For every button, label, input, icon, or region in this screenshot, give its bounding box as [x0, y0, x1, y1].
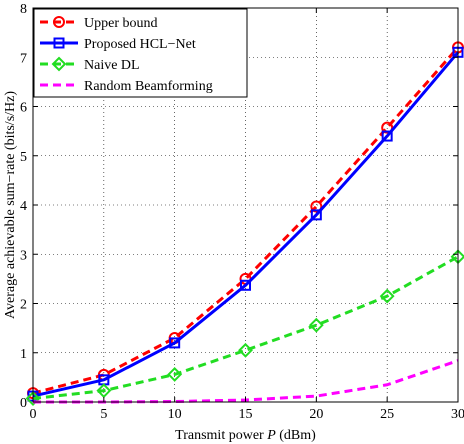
legend-label: Proposed HCL−Net: [84, 37, 196, 52]
x-tick-label: 10: [168, 407, 182, 422]
legend-marker: [53, 37, 65, 49]
legend-label: Random Beamforming: [84, 79, 213, 94]
legend: Upper bound Proposed HCL−Net Naive DL Rando…: [33, 8, 248, 98]
legend-label: Upper bound: [84, 16, 158, 31]
series-line: [32, 255, 459, 401]
data-point: [310, 200, 323, 213]
y-axis-label: Average achievable sum−rate (bits/s/Hz): [3, 91, 18, 319]
y-tick-label: 7: [20, 51, 27, 66]
legend-item-2: Naive DL: [40, 56, 140, 73]
legend-item-0: Upper bound: [40, 16, 158, 31]
data-point: [379, 288, 395, 304]
data-point: [381, 121, 394, 134]
data-point: [169, 337, 181, 349]
y-tick-label: 5: [20, 150, 27, 165]
legend-box: [33, 8, 248, 98]
y-tick-label: 0: [20, 396, 27, 411]
x-tick-label: 25: [380, 407, 394, 422]
y-tick-label: 4: [20, 199, 27, 214]
y-tick-label: 8: [20, 2, 27, 17]
legend-label: Naive DL: [84, 58, 140, 73]
data-point: [381, 130, 393, 142]
x-tick-label: 15: [239, 407, 253, 422]
x-tick-label: 30: [451, 407, 464, 422]
legend-marker: [51, 56, 67, 72]
x-axis-label-suffix: (dBm): [276, 428, 316, 443]
x-axis-label-variable: P: [266, 428, 276, 443]
y-tick-label: 2: [20, 298, 27, 313]
data-point: [167, 367, 183, 382]
data-point: [25, 391, 41, 406]
x-tick-label: 5: [100, 407, 107, 422]
data-point: [310, 209, 322, 221]
x-tick-label: 20: [309, 407, 323, 422]
legend-item-3: Random Beamforming: [40, 79, 213, 94]
y-tick-label: 1: [20, 347, 27, 362]
data-point: [308, 317, 324, 333]
legend-item-1: Proposed HCL−Net: [40, 37, 196, 52]
x-axis-label: Transmit power P (dBm): [175, 428, 316, 443]
axis-ticks: 0 5 10 15 20 25 30 0 1 2 3 4 5 6 7 8: [20, 2, 464, 422]
x-axis-label-prefix: Transmit power: [175, 428, 267, 443]
data-point: [96, 383, 112, 399]
y-tick-label: 3: [20, 248, 27, 263]
x-tick-label: 0: [30, 407, 37, 422]
legend-marker: [53, 16, 65, 28]
data-point: [238, 342, 253, 358]
data-point: [240, 279, 251, 291]
y-tick-label: 6: [20, 101, 27, 116]
series-line: [32, 51, 460, 398]
